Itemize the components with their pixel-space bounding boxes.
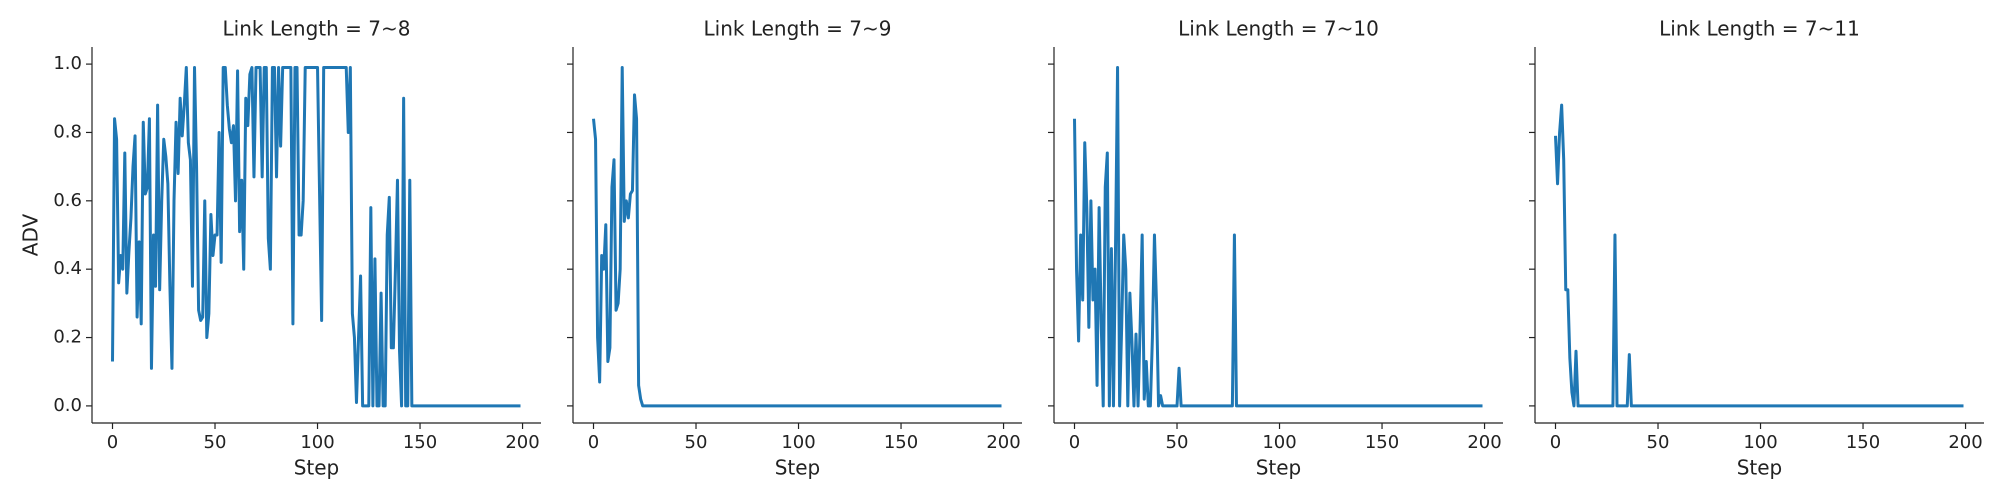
- x-tick-label: 0: [588, 432, 599, 453]
- x-tick-label: 200: [505, 432, 539, 453]
- line-series: [111, 66, 521, 408]
- x-tick-label: 50: [1166, 432, 1189, 453]
- x-tick-label: 200: [986, 432, 1020, 453]
- y-tick-label: 0.4: [53, 258, 82, 279]
- x-tick-label: 100: [300, 432, 334, 453]
- panel-title: Link Length = 7~10: [1178, 17, 1379, 41]
- y-axis-label: ADV: [19, 213, 43, 256]
- y-tick-label: 0.6: [53, 190, 82, 211]
- line-series: [1554, 103, 1964, 408]
- x-axis-label: Step: [1737, 456, 1783, 480]
- panel-title: Link Length = 7~11: [1659, 17, 1860, 41]
- y-tick-label: 0.2: [53, 327, 82, 348]
- x-tick-label: 150: [884, 432, 918, 453]
- x-tick-label: 50: [204, 432, 227, 453]
- line-series: [592, 66, 1002, 408]
- x-axis-label: Step: [1256, 456, 1302, 480]
- x-axis-label: Step: [775, 456, 821, 480]
- x-tick-label: 150: [1365, 432, 1399, 453]
- x-tick-label: 50: [685, 432, 708, 453]
- y-tick-label: 0.0: [53, 395, 82, 416]
- y-tick-label: 1.0: [53, 53, 82, 74]
- y-tick-label: 0.8: [53, 121, 82, 142]
- x-tick-label: 0: [107, 432, 118, 453]
- x-axis-label: Step: [294, 456, 340, 480]
- x-tick-label: 50: [1647, 432, 1670, 453]
- x-tick-label: 100: [1262, 432, 1296, 453]
- x-tick-label: 200: [1467, 432, 1501, 453]
- x-tick-label: 100: [781, 432, 815, 453]
- x-tick-label: 150: [1846, 432, 1880, 453]
- x-tick-label: 0: [1069, 432, 1080, 453]
- x-tick-label: 200: [1948, 432, 1982, 453]
- panel-title: Link Length = 7~8: [223, 17, 411, 41]
- line-series: [1073, 66, 1483, 408]
- x-tick-label: 150: [403, 432, 437, 453]
- panel-title: Link Length = 7~9: [704, 17, 892, 41]
- x-tick-label: 100: [1743, 432, 1777, 453]
- x-tick-label: 0: [1550, 432, 1561, 453]
